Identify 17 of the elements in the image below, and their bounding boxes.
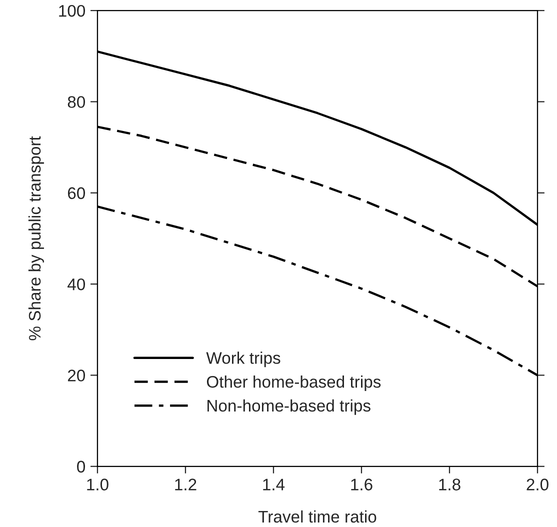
x-tick-label: 1.0 [87, 478, 108, 490]
y-tick-label: 80 [68, 96, 86, 108]
y-tick-label: 60 [68, 187, 86, 200]
x-axis-title: Travel time ratio [258, 510, 376, 523]
y-tick-label: 100 [59, 4, 86, 17]
y-tick-label: 40 [68, 278, 86, 290]
y-axis-title: % Share by public transport [28, 136, 44, 340]
x-tick-label: 1.8 [439, 478, 460, 490]
y-tick-label: 0 [77, 460, 86, 473]
legend-label: Other home-based trips [206, 376, 381, 392]
x-tick-label: 1.2 [175, 478, 196, 490]
y-tick-label: 20 [68, 370, 86, 382]
x-tick-label: 1.4 [263, 478, 285, 490]
legend-label: Non-home-based trips [208, 399, 370, 415]
legend-label: Work trips [206, 352, 280, 368]
x-tick-label: 1.6 [351, 478, 372, 490]
x-tick-label: 2.0 [526, 478, 548, 490]
